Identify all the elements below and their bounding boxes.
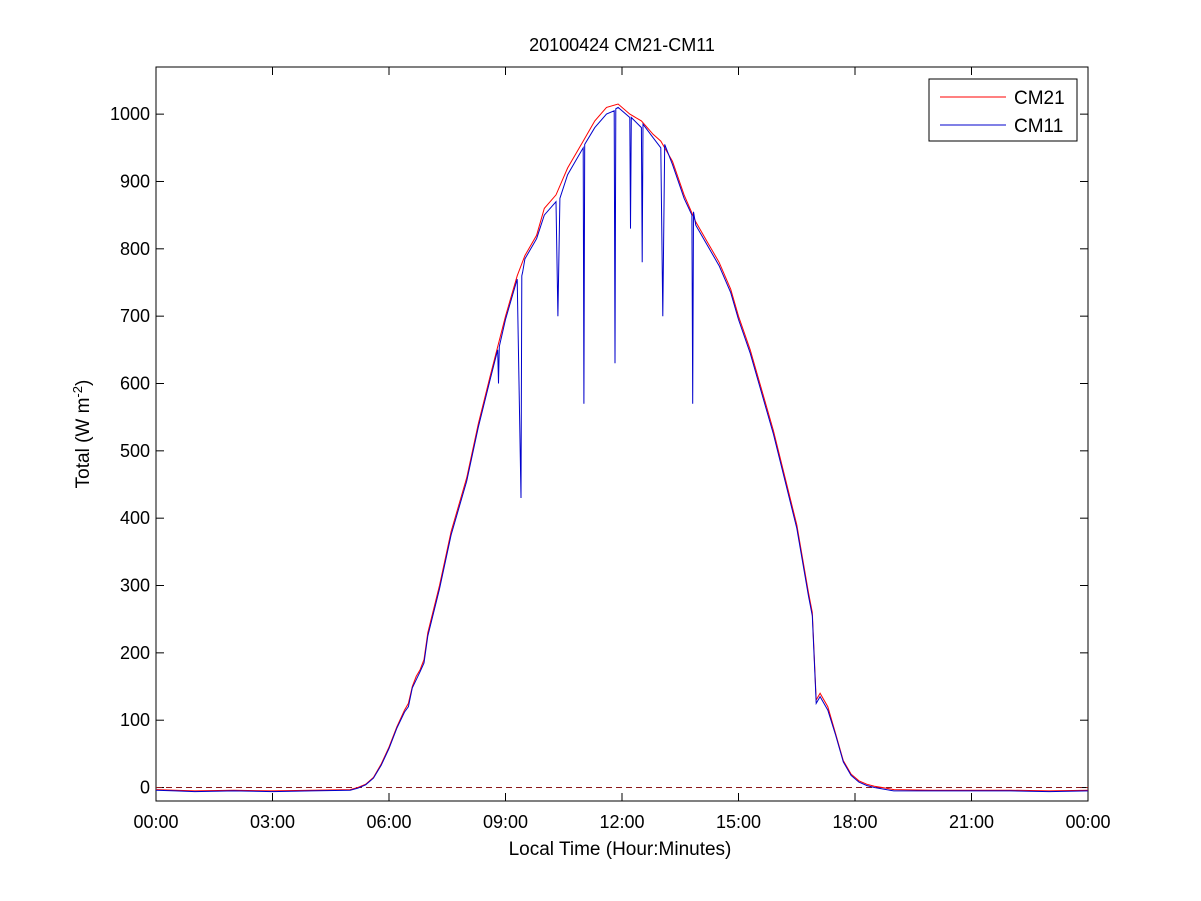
x-tick-label: 03:00	[250, 812, 295, 832]
chart-title: 20100424 CM21-CM11	[529, 35, 715, 55]
x-tick-label: 15:00	[716, 812, 761, 832]
plot-frame	[155, 66, 1089, 802]
series-layer	[155, 103, 1089, 793]
x-tick-label: 06:00	[366, 812, 411, 832]
x-tick-label: 00:00	[133, 812, 178, 832]
legend-label-cm21: CM21	[1014, 88, 1065, 109]
y-axis-label-sup: -2	[70, 386, 85, 398]
y-tick-label: 100	[120, 710, 150, 730]
y-tick-label: 0	[140, 778, 150, 798]
y-axis-label-main: Total (W m	[73, 398, 94, 489]
legend-label-cm11: CM11	[1014, 116, 1063, 137]
x-tick-label: 09:00	[483, 812, 528, 832]
legend: CM21 CM11	[928, 78, 1078, 142]
x-tick-label: 12:00	[599, 812, 644, 832]
y-tick-label: 700	[120, 306, 150, 326]
y-tick-label: 900	[120, 171, 150, 191]
y-tick-label: 1000	[110, 104, 150, 124]
series-line-cm11	[155, 106, 1089, 793]
x-tick-label: 00:00	[1065, 812, 1110, 832]
y-axis-ticks: 0 100 200 300 400 500 600 700 800 900 1000	[110, 104, 1088, 798]
y-axis-label: Total (W m-2)	[70, 380, 95, 489]
x-tick-label: 21:00	[949, 812, 994, 832]
y-tick-label: 500	[120, 441, 150, 461]
legend-box	[928, 78, 1078, 142]
x-axis-label: Local Time (Hour:Minutes)	[509, 839, 732, 860]
y-tick-label: 600	[120, 373, 150, 393]
y-tick-label: 400	[120, 508, 150, 528]
y-tick-label: 800	[120, 239, 150, 259]
y-axis-label-close: )	[73, 380, 94, 386]
y-tick-label: 200	[120, 643, 150, 663]
x-tick-label: 18:00	[832, 812, 877, 832]
y-tick-label: 300	[120, 576, 150, 596]
x-axis-ticks: 00:00 03:00 06:00 09:00 12:00 15:00 18:00 21:00…	[133, 67, 1111, 832]
